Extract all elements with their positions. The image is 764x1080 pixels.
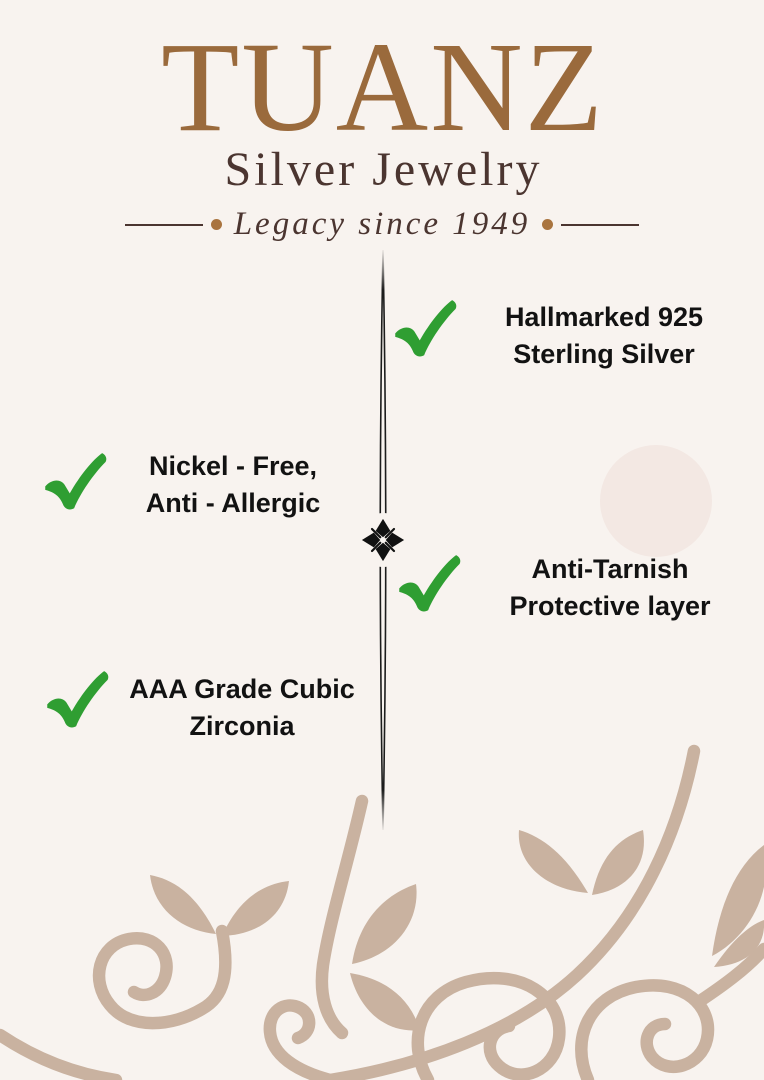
tagline-row: Legacy since 1949 <box>0 206 764 243</box>
four-diamond-cross-ornament-icon <box>361 518 405 562</box>
feature-line: Sterling Silver <box>513 339 695 369</box>
check-icon <box>394 552 464 616</box>
check-icon <box>40 450 110 514</box>
feature-cubic-zirconia: AAA Grade Cubic Zirconia <box>108 671 376 745</box>
check-icon <box>390 297 460 361</box>
brand-title: TUANZ <box>161 16 605 158</box>
brand-subtitle: Silver Jewelry <box>224 143 543 197</box>
tagline-text: Legacy since 1949 <box>233 206 531 243</box>
feature-line: AAA Grade Cubic <box>129 674 355 704</box>
tagline-dot-left <box>210 219 222 231</box>
feature-line: Protective layer <box>509 591 711 621</box>
feature-line: Anti - Allergic <box>145 488 321 518</box>
feature-nickel-free: Nickel - Free, Anti - Allergic <box>121 448 345 522</box>
floral-swirl-flourish <box>0 744 764 1080</box>
header: TUANZ Silver Jewelry Legacy since 1949 <box>0 0 764 243</box>
feature-line: Hallmarked 925 <box>504 302 704 332</box>
tagline-dot-right <box>542 219 554 231</box>
tagline-rule-left <box>124 223 203 226</box>
check-icon <box>42 668 112 732</box>
feature-anti-tarnish: Anti-Tarnish Protective layer <box>480 551 740 625</box>
feature-line: Nickel - Free, <box>148 451 318 481</box>
tagline-rule-right <box>561 223 640 226</box>
divider-ornament <box>356 513 410 567</box>
feature-line: Anti-Tarnish <box>531 554 689 584</box>
feature-line: Zirconia <box>189 711 295 741</box>
feature-hallmarked: Hallmarked 925 Sterling Silver <box>464 299 744 373</box>
soft-circle <box>600 445 712 557</box>
